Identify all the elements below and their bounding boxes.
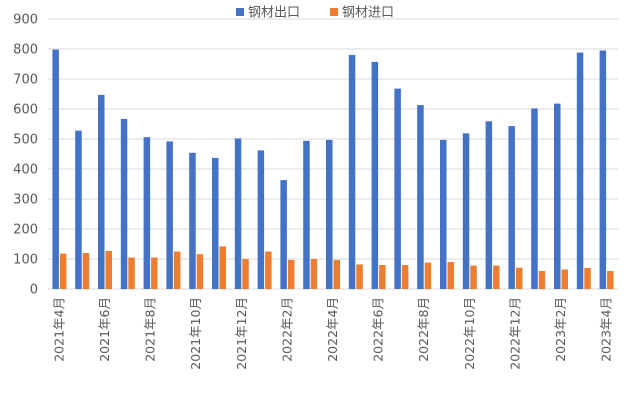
bar-export (371, 61, 379, 290)
bar-export (280, 180, 287, 289)
bar-export (120, 118, 128, 290)
bar-import (128, 257, 135, 289)
bar-import (538, 271, 546, 289)
bar-export (508, 126, 515, 289)
bar-import (424, 262, 432, 289)
x-tick-label: 2022年2月 (279, 297, 294, 362)
bar-import (310, 259, 318, 289)
y-tick-label: 900 (13, 13, 38, 28)
bar-export (75, 130, 82, 289)
y-tick-label: 500 (13, 133, 38, 148)
bar-export (212, 157, 219, 289)
x-tick-label: 2022年12月 (507, 297, 522, 370)
bar-import (447, 262, 454, 289)
bar-import (173, 251, 181, 289)
x-tick-label: 2023年2月 (553, 297, 568, 362)
bar-export (166, 141, 173, 289)
y-tick-label: 400 (13, 163, 38, 178)
bar-import (59, 253, 67, 289)
bar-export (98, 94, 105, 290)
bar-export (440, 139, 447, 289)
bar-import (356, 264, 363, 289)
bar-import (333, 259, 340, 289)
bar-import (515, 267, 523, 289)
legend-label-export: 钢材出口 (248, 6, 300, 21)
y-tick-label: 0 (30, 283, 38, 298)
bar-import (219, 246, 226, 289)
x-tick-label: 2023年4月 (599, 297, 614, 362)
bar-import (196, 254, 204, 289)
bar-export (417, 105, 424, 289)
bar-import (379, 265, 386, 289)
bar-import (493, 265, 500, 289)
x-tick-label: 2022年10月 (462, 297, 477, 370)
y-tick-label: 200 (13, 223, 38, 238)
bar-import (82, 253, 90, 289)
bar-export (485, 121, 493, 289)
y-tick-label: 700 (13, 73, 38, 88)
x-tick-label: 2022年8月 (416, 297, 431, 362)
bar-export (52, 49, 59, 289)
bar-export (234, 138, 242, 289)
bar-import (287, 259, 295, 289)
y-tick-label: 100 (13, 253, 38, 268)
y-tick-label: 300 (13, 193, 38, 208)
bar-export (462, 133, 470, 289)
legend-swatch-import (330, 8, 338, 16)
bar-import (401, 265, 409, 289)
x-tick-label: 2021年6月 (97, 297, 112, 362)
bar-import (607, 271, 614, 289)
x-tick-label: 2021年10月 (188, 297, 203, 370)
x-tick-label: 2021年8月 (143, 297, 158, 362)
bar-export (257, 150, 265, 289)
x-tick-label: 2022年6月 (371, 297, 386, 362)
legend-label-import: 钢材进口 (342, 6, 394, 21)
bar-export (143, 137, 151, 289)
bar-import (105, 250, 112, 289)
bar-export (326, 139, 333, 289)
y-tick-label: 600 (13, 103, 38, 118)
bar-export (189, 152, 196, 289)
x-tick-label: 2022年4月 (325, 297, 340, 362)
bar-export (554, 103, 561, 289)
bar-export (599, 50, 607, 289)
bar-import (151, 257, 158, 289)
bar-export (303, 140, 310, 289)
bar-import (584, 268, 591, 289)
bar-import (265, 251, 272, 289)
bar-export (348, 55, 356, 289)
legend-swatch-export (236, 8, 244, 16)
x-tick-label: 2021年12月 (234, 297, 249, 370)
y-tick-label: 800 (13, 43, 38, 58)
bar-import (470, 265, 477, 289)
bar-import (242, 259, 249, 289)
bar-export (394, 88, 401, 289)
bar-export (531, 108, 538, 290)
x-tick-label: 2021年4月 (51, 297, 66, 362)
bar-export (576, 52, 584, 289)
bar-import (561, 269, 568, 289)
